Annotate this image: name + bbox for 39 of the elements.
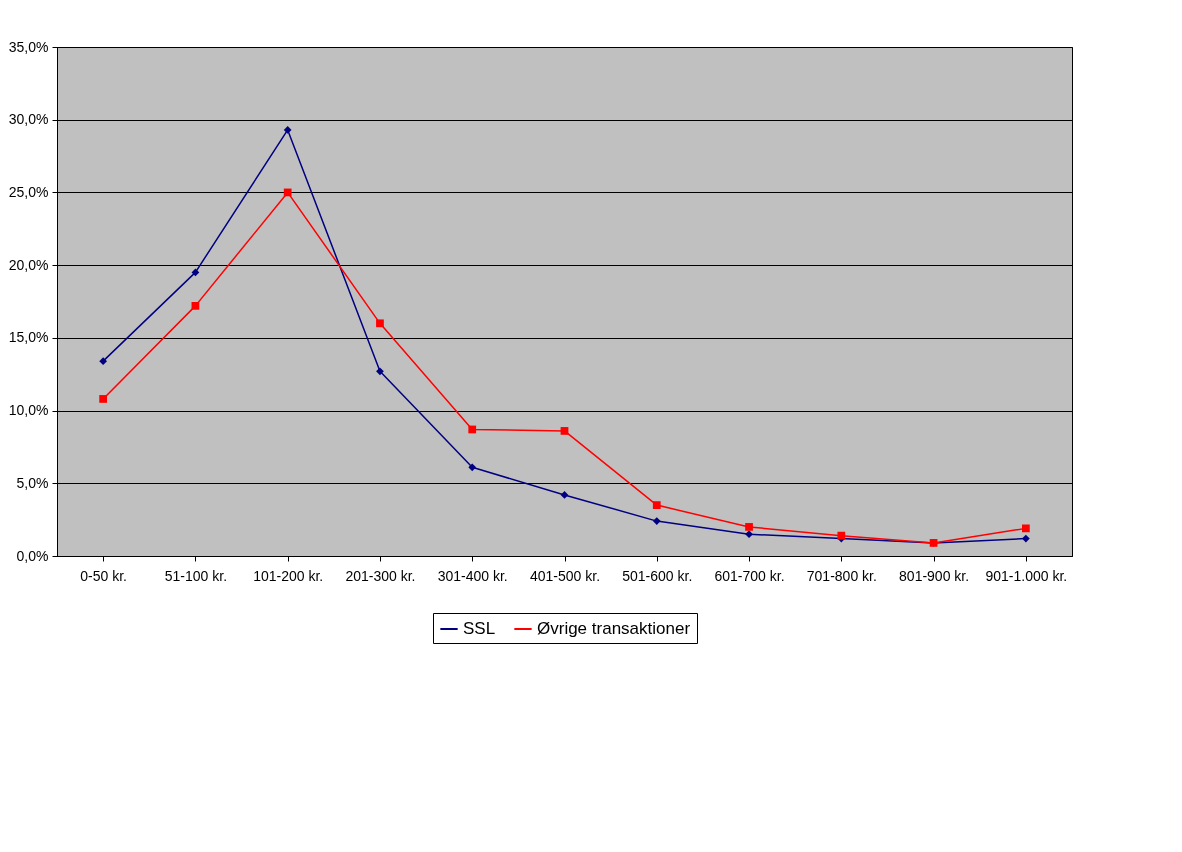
- point: [1021, 524, 1030, 533]
- legend-label: Øvrige transaktioner: [537, 619, 691, 638]
- point: [283, 126, 292, 134]
- x-tick-label: 401-500 kr.: [529, 567, 601, 584]
- x-tick-label: 901-1.000 kr.: [985, 567, 1068, 584]
- point: [652, 501, 661, 509]
- y-tick-label: 15,0%: [8, 329, 49, 346]
- y-tick-label: 0,0%: [16, 547, 49, 564]
- x-tick-label: 801-900 kr.: [899, 567, 970, 584]
- point: [560, 427, 569, 435]
- y-tick-label: 10,0%: [8, 402, 49, 419]
- point: [468, 425, 477, 434]
- point: [191, 301, 200, 310]
- point: [652, 517, 661, 525]
- y-tick-label: 20,0%: [8, 256, 49, 273]
- point: [468, 463, 477, 472]
- y-tick-label: 35,0%: [8, 38, 49, 55]
- point: [1021, 534, 1030, 543]
- x-tick-label: 701-800 kr.: [806, 567, 877, 584]
- x-tick-label: 301-400 kr.: [437, 567, 508, 584]
- point: [745, 523, 753, 531]
- y-tick-label: 30,0%: [8, 111, 49, 128]
- point: [745, 530, 753, 539]
- x-tick-label: 201-300 kr.: [345, 567, 416, 584]
- point: [283, 188, 292, 197]
- point: [99, 357, 108, 365]
- y-tick-label: 25,0%: [8, 183, 49, 200]
- point: [376, 319, 384, 328]
- legend-label: SSL: [463, 619, 496, 638]
- x-tick-label: 51-100 kr.: [164, 567, 228, 584]
- point: [376, 367, 384, 376]
- x-tick-label: 501-600 kr.: [622, 567, 693, 584]
- point: [560, 491, 569, 499]
- point: [99, 395, 108, 403]
- y-tick-label: 5,0%: [16, 474, 49, 491]
- x-tick-label: 101-200 kr.: [253, 567, 324, 584]
- x-tick-label: 601-700 kr.: [714, 567, 785, 584]
- point: [191, 268, 200, 277]
- x-tick-label: 0-50 kr.: [80, 567, 127, 584]
